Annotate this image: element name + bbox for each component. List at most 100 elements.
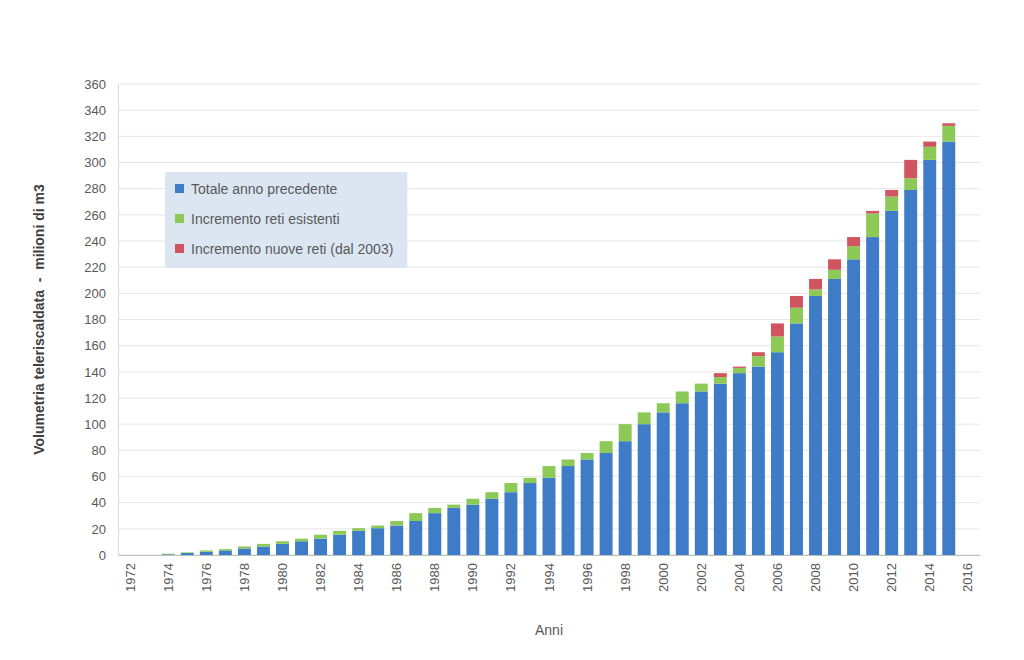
bar [771, 323, 784, 336]
x-axis-title: Anni [535, 622, 563, 638]
bar [771, 352, 784, 555]
bar [219, 550, 232, 555]
tick: 180 [84, 312, 118, 327]
bar [390, 526, 403, 555]
tick: 2002 [694, 555, 709, 592]
tick: 100 [84, 417, 118, 432]
bars [162, 123, 955, 555]
bar [866, 214, 879, 238]
bar [885, 211, 898, 555]
bar [314, 535, 327, 539]
tick-label: 240 [84, 234, 106, 249]
tick: 1986 [389, 555, 404, 592]
tick: 1982 [313, 555, 328, 592]
bar [371, 528, 384, 555]
tick: 260 [84, 207, 118, 222]
bar [295, 539, 308, 542]
bar [733, 373, 746, 555]
legend-label: Totale anno precedente [191, 181, 338, 197]
grid-line [118, 110, 980, 111]
tick: 1972 [123, 555, 138, 592]
tick-label: 100 [84, 417, 106, 432]
bar [181, 552, 194, 554]
series [714, 123, 955, 377]
y-axis-title: Volumetria teleriscaldata - milioni di m… [31, 184, 47, 455]
tick: 2012 [884, 555, 899, 592]
grid [118, 84, 980, 555]
tick-label: 1976 [199, 563, 214, 592]
bar [619, 441, 632, 555]
tick: 1980 [275, 555, 290, 592]
tick: 2000 [656, 555, 671, 592]
tick: 1988 [427, 555, 442, 592]
tick-label: 2004 [732, 563, 747, 592]
tick: 1974 [161, 555, 176, 592]
bar [904, 160, 917, 178]
legend: Totale anno precedente Incremento reti es… [165, 172, 407, 268]
bar [847, 259, 860, 555]
bar [409, 521, 422, 555]
bar [828, 259, 841, 269]
bar [485, 492, 498, 499]
bar [847, 246, 860, 259]
bar [333, 531, 346, 535]
bar [466, 505, 479, 555]
axis-line [118, 85, 119, 556]
legend-swatch [175, 244, 184, 253]
bar [942, 142, 955, 555]
tick-label: 1984 [351, 563, 366, 592]
tick-label: 120 [84, 391, 106, 406]
tick: 120 [84, 391, 118, 406]
tick-label: 1992 [503, 563, 518, 592]
bar [714, 384, 727, 555]
tick-label: 180 [84, 312, 106, 327]
tick: 280 [84, 181, 118, 196]
bar [885, 197, 898, 211]
bar [904, 190, 917, 555]
tick: 80 [92, 443, 118, 458]
tick-label: 300 [84, 155, 106, 170]
bar [409, 513, 422, 521]
tick-label: 1978 [237, 563, 252, 592]
legend-label: Incremento reti esistenti [191, 211, 340, 227]
bar [143, 555, 156, 556]
bar [428, 508, 441, 513]
tick-label: 1986 [389, 563, 404, 592]
tick-label: 220 [84, 260, 106, 275]
tick: 300 [84, 155, 118, 170]
bar [619, 424, 632, 441]
grid-line [118, 162, 980, 163]
bar [752, 356, 765, 366]
tick-label: 2002 [694, 563, 709, 592]
bar [352, 531, 365, 555]
tick-label: 1990 [465, 563, 480, 592]
bar [314, 539, 327, 555]
bar [600, 441, 613, 453]
bar [543, 466, 556, 478]
tick-label: 260 [84, 207, 106, 222]
tick: 220 [84, 260, 118, 275]
bar [752, 367, 765, 555]
bar [257, 546, 270, 555]
bar [562, 459, 575, 466]
tick: 2014 [922, 555, 937, 592]
bar [581, 453, 594, 460]
tick-label: 1994 [542, 563, 557, 592]
tick-label: 280 [84, 181, 106, 196]
bar [124, 555, 137, 556]
bar [695, 391, 708, 555]
tick: 2016 [960, 555, 975, 592]
tick-label: 0 [99, 548, 106, 563]
tick-label: 360 [84, 77, 106, 92]
bar [695, 384, 708, 392]
bar [562, 466, 575, 555]
bar [828, 270, 841, 279]
tick: 20 [92, 521, 118, 536]
tick-label: 1974 [161, 563, 176, 592]
bar [638, 412, 651, 424]
tick: 2008 [808, 555, 823, 592]
tick: 140 [84, 364, 118, 379]
bar [257, 544, 270, 547]
bar [600, 453, 613, 555]
bar [657, 412, 670, 555]
